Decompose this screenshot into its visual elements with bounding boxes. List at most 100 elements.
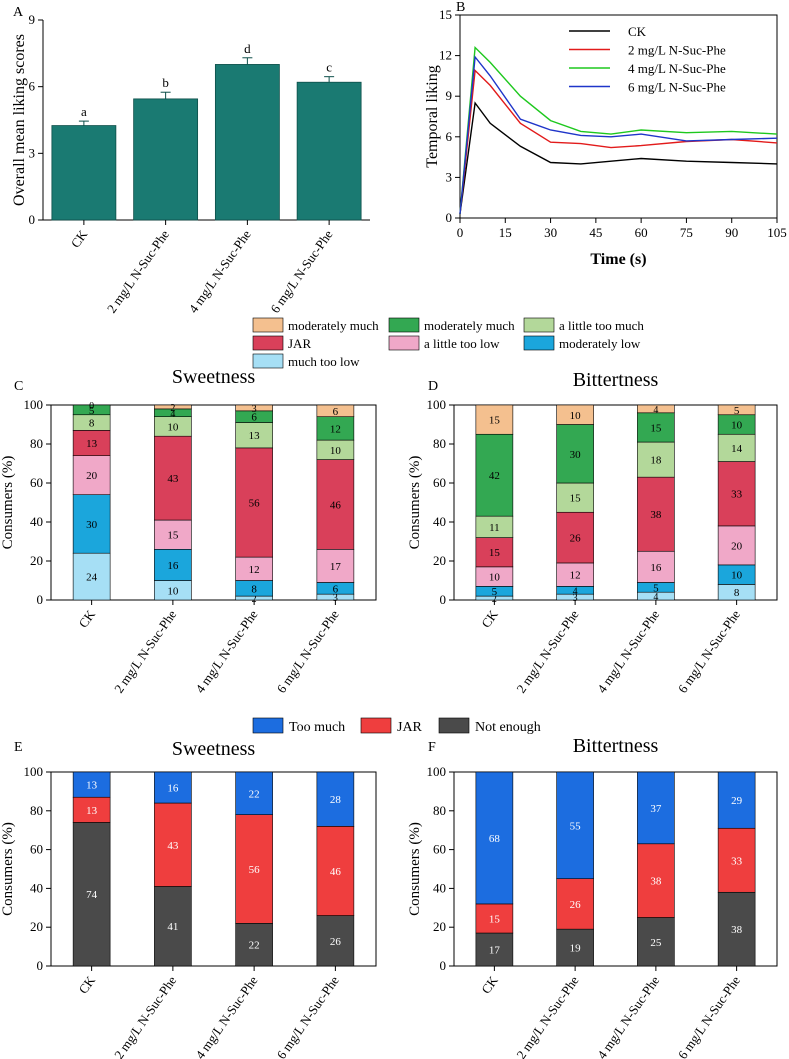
panel-a-y-axis-title: Overall mean liking scores (11, 34, 28, 206)
panel-d-data-label: 4 (573, 586, 578, 597)
panel-d-y-tick-label: 60 (433, 475, 446, 490)
panel-e-bar-segment (316, 771, 355, 827)
panel-e-bar-segment (154, 802, 192, 887)
panel-c-data-label: 6 (251, 412, 257, 424)
panel-c-data-label: 24 (86, 572, 98, 584)
panel-c-data-label: 5 (89, 405, 95, 417)
panel-e-bar-segment (235, 771, 273, 815)
panel-d-data-label: 42 (489, 470, 500, 482)
panel-d-bar-segment (556, 424, 594, 484)
panel-f-y-tick-label: 20 (433, 919, 446, 934)
panel-a-bar (296, 81, 362, 221)
panel-d-x-tick-label: 6 mg/L N-Suc-Phe (675, 607, 743, 696)
panel-c-y-tick-label: 80 (30, 436, 43, 451)
panel-d-data-label: 15 (489, 415, 501, 427)
panel-c-bar-segment (235, 404, 273, 412)
panel-f-x-tick-label: 6 mg/L N-Suc-Phe (675, 973, 743, 1059)
panel-d-data-label: 33 (731, 489, 743, 501)
panel-c-bar-segment (72, 494, 111, 554)
legend-cd-swatch-3 (252, 335, 284, 351)
panel-f-bar-segment (637, 843, 675, 918)
legend-cd-label-2: a little too much (559, 318, 644, 333)
panel-c-bar-segment (235, 422, 273, 449)
panel-c-y-axis-title: Consumers (%) (0, 456, 16, 550)
legend-cd-swatch-4 (388, 335, 420, 351)
panel-d-data-label: 5 (492, 586, 498, 598)
panel-c-data-label: 16 (167, 560, 179, 572)
panel-a-bar (133, 98, 199, 221)
panel-d-data-label: 26 (570, 533, 582, 545)
legend-cd-swatch-2 (523, 317, 555, 333)
panel-d-data-label: 30 (570, 449, 582, 461)
legend-cd-label-6: much too low (288, 354, 360, 369)
panel-c-data-label: 15 (167, 530, 179, 542)
panel-b-series-line-1 (459, 68, 778, 214)
legend-ef-swatch-0 (252, 717, 284, 734)
panel-d-title: Bittertness (573, 369, 659, 391)
panel-b-x-axis-title: Time (s) (590, 251, 646, 268)
panel-f-y-tick-label: 0 (440, 958, 447, 973)
panel-d-data-label: 10 (489, 572, 501, 584)
panel-a-letter: A (13, 5, 24, 20)
panel-c-x-tick-label: 2 mg/L N-Suc-Phe (111, 607, 179, 696)
panel-d-bar-segment (556, 404, 594, 425)
panel-b-series-line-0 (459, 101, 778, 214)
panel-d-y-tick-label: 40 (433, 514, 446, 529)
panel-e-data-label: 41 (167, 921, 178, 933)
panel-d-data-label: 14 (731, 443, 743, 455)
panel-b-x-tick-label: 45 (589, 225, 602, 240)
panel-a-x-tick-label: CK (68, 227, 91, 251)
panel-a-bar (51, 125, 117, 221)
panel-d-data-label: 10 (731, 420, 743, 432)
panel-d-bar-segment (637, 550, 675, 583)
panel-b-x-tick-label: 75 (680, 225, 693, 240)
panel-c-bar-segment (154, 404, 192, 410)
legend-ef-swatch-2 (438, 717, 470, 734)
panel-b-frame (459, 14, 778, 219)
panel-c-y-tick-label: 20 (30, 553, 43, 568)
panel-e-y-tick-label: 60 (30, 842, 43, 857)
panel-f-bar-segment (717, 827, 756, 893)
panel-e-data-label: 22 (249, 788, 260, 800)
panel-d-bar-segment (637, 412, 675, 443)
panel-d-bar-segment (717, 404, 756, 416)
panel-c-data-label: 10 (330, 445, 342, 457)
panel-a-y-tick-label: 9 (29, 12, 36, 27)
panel-e-bar-segment (154, 771, 192, 804)
panel-f-bar-segment (637, 917, 675, 967)
panel-f-y-tick-label: 100 (427, 764, 447, 779)
panel-c-data-label: 3 (252, 404, 257, 415)
panel-e-bar-segment (235, 814, 273, 924)
legend-ef-label-1: JAR (397, 720, 423, 735)
panel-d-data-label: 10 (570, 410, 582, 422)
panel-c-bar-segment (154, 519, 192, 550)
panel-c-frame (50, 404, 377, 601)
panel-d-data-label: 16 (650, 562, 662, 574)
panel-d-data-label: 8 (734, 587, 740, 599)
panel-f-x-tick-label: 4 mg/L N-Suc-Phe (594, 973, 662, 1059)
panel-f-x-tick-label: 2 mg/L N-Suc-Phe (513, 973, 581, 1059)
panel-e-x-tick-label: 6 mg/L N-Suc-Phe (273, 973, 341, 1059)
panel-d-bar-segment (637, 476, 675, 552)
panel-d-data-label: 11 (489, 522, 500, 534)
panel-f-bar-segment (717, 771, 756, 829)
panel-c-data-label: 6 (333, 406, 339, 418)
panel-b-x-tick-label: 30 (544, 225, 557, 240)
panel-e-letter: E (14, 740, 23, 755)
legend-cd-swatch-6 (252, 353, 284, 369)
panel-f-bar-segment (556, 928, 594, 967)
panel-c-data-label: 8 (89, 418, 95, 430)
panel-c-data-label: 2 (252, 594, 257, 605)
panel-b-y-tick-label: 12 (439, 48, 452, 63)
panel-e-y-tick-label: 100 (24, 764, 44, 779)
panel-d-y-tick-label: 80 (433, 436, 446, 451)
panel-e-y-tick-label: 20 (30, 919, 43, 934)
panel-b-series-line-3 (459, 55, 778, 214)
legend-cd-label-5: moderately low (559, 336, 641, 351)
panel-e-title: Sweetness (172, 738, 256, 760)
panel-e-data-label: 22 (249, 940, 260, 952)
panel-c-bar-segment (235, 447, 273, 558)
panel-b-legend-label-0: CK (628, 24, 647, 39)
legend-cd-label-1: moderately much (424, 318, 515, 333)
panel-d-y-tick-label: 0 (440, 592, 447, 607)
